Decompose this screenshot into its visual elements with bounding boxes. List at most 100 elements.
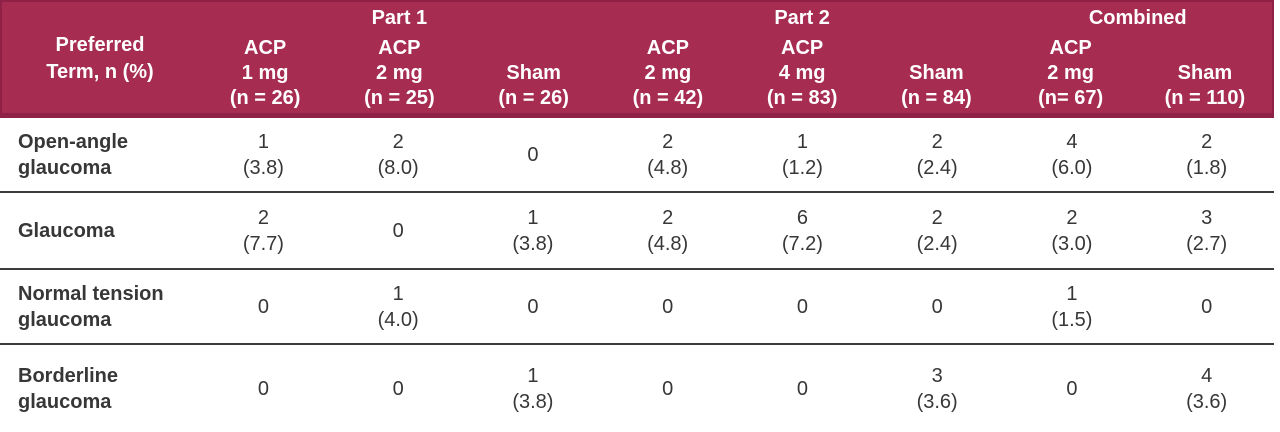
row-label: Glaucoma	[0, 193, 196, 268]
cell-count: 0	[1201, 295, 1213, 318]
column-header-acp-2mg-combined: ACP 2 mg (n= 67)	[1004, 36, 1138, 117]
column-header-line: 2 mg	[644, 62, 692, 84]
row-borderline-glaucoma: Borderline glaucoma 0 0 1 (3.8) 0 0 3 (3…	[0, 345, 1274, 432]
cell-count: 1	[257, 130, 269, 153]
row-label-line: Open-angle	[18, 130, 129, 153]
cell-count: 1	[527, 364, 539, 387]
cell-count: 4	[1066, 130, 1078, 153]
column-header-acp-4mg-part2: ACP 4 mg (n = 83)	[735, 36, 869, 117]
table-cell: 0	[466, 118, 601, 191]
table-cell: 0	[331, 193, 466, 268]
cell-count: 6	[796, 206, 808, 229]
corner-header-line: Preferred	[55, 33, 145, 56]
cell-count: 0	[1066, 377, 1078, 400]
cell-count: 3	[931, 364, 943, 387]
group-header-part-2: Part 2	[774, 7, 830, 29]
table-cell: 2 (2.4)	[870, 118, 1005, 191]
row-label-line: Normal tension	[18, 282, 164, 305]
cell-percent: (1.2)	[781, 156, 823, 179]
cell-percent: (4.8)	[647, 156, 689, 179]
cell-percent: (3.0)	[1051, 232, 1093, 255]
cell-count: 2	[662, 130, 674, 153]
column-header-line: (n = 83)	[766, 87, 838, 109]
cell-count: 1	[796, 130, 808, 153]
column-header-line: (n = 42)	[632, 87, 704, 109]
cell-percent: (6.0)	[1051, 156, 1093, 179]
column-header-line: (n = 26)	[229, 87, 301, 109]
column-header-line: 4 mg	[778, 62, 826, 84]
column-header-line: 1 mg	[241, 62, 289, 84]
table-cell: 0	[600, 270, 735, 343]
table-cell: 2 (4.8)	[600, 118, 735, 191]
cell-count: 4	[1201, 364, 1213, 387]
cell-count: 1	[527, 206, 539, 229]
table-cell: 2 (2.4)	[870, 193, 1005, 268]
cell-count: 0	[527, 295, 539, 318]
table-cell: 1 (4.0)	[331, 270, 466, 343]
cell-percent: (2.4)	[916, 156, 958, 179]
table-cell: 2 (7.7)	[196, 193, 331, 268]
column-header-line: ACP	[378, 37, 421, 59]
row-label-line: glaucoma	[18, 308, 112, 331]
cell-count: 0	[257, 377, 269, 400]
cell-percent: (8.0)	[377, 156, 419, 179]
cell-percent: (1.8)	[1186, 156, 1228, 179]
cell-count: 2	[662, 206, 674, 229]
column-header-line: 2 mg	[1047, 62, 1094, 84]
row-normal-tension-glaucoma: Normal tension glaucoma 0 1 (4.0) 0 0 0 …	[0, 270, 1274, 345]
column-header-line: (n = 110)	[1164, 87, 1246, 109]
row-label-line: glaucoma	[18, 156, 112, 179]
row-glaucoma: Glaucoma 2 (7.7) 0 1 (3.8) 2 (4.8) 6 (7.…	[0, 193, 1274, 270]
column-header-line: (n = 84)	[901, 87, 972, 109]
cell-count: 0	[662, 377, 674, 400]
table-cell: 4 (6.0)	[1005, 118, 1140, 191]
table-cell: 0	[466, 270, 601, 343]
column-header-line: (n = 25)	[364, 87, 435, 109]
column-header-sham-part1: Sham (n = 26)	[467, 36, 601, 117]
cell-count: 0	[392, 219, 404, 242]
column-header-line: ACP	[244, 37, 287, 59]
cell-count: 2	[931, 206, 943, 229]
group-header-part-1: Part 1	[371, 7, 428, 29]
table-cell: 1 (1.2)	[735, 118, 870, 191]
column-header-acp-2mg-part2: ACP 2 mg (n = 42)	[601, 36, 735, 117]
cell-percent: (1.5)	[1051, 308, 1093, 331]
cell-count: 0	[931, 295, 943, 318]
table-cell: 0	[331, 345, 466, 432]
cell-percent: (7.2)	[781, 232, 823, 255]
row-label-line: Glaucoma	[18, 219, 115, 242]
cell-count: 1	[1066, 282, 1078, 305]
table-cell: 3 (3.6)	[870, 345, 1005, 432]
table-cell: 1 (3.8)	[196, 118, 331, 191]
column-header-line: Sham	[1177, 62, 1233, 84]
table-cell: 3 (2.7)	[1139, 193, 1274, 268]
cell-count: 2	[257, 206, 269, 229]
cell-count: 0	[527, 143, 539, 166]
cell-count: 2	[1201, 130, 1213, 153]
cell-percent: (3.8)	[242, 156, 284, 179]
cell-percent: (2.4)	[916, 232, 958, 255]
cell-percent: (3.6)	[1186, 390, 1228, 413]
table-cell: 0	[196, 270, 331, 343]
row-open-angle-glaucoma: Open-angle glaucoma 1 (3.8) 2 (8.0) 0 2 …	[0, 118, 1274, 193]
cell-count: 1	[392, 282, 404, 305]
cell-percent: (3.8)	[512, 390, 554, 413]
table-cell: 2 (3.0)	[1005, 193, 1140, 268]
table-cell: 4 (3.6)	[1139, 345, 1274, 432]
row-label-line: glaucoma	[18, 390, 112, 413]
cell-count: 0	[257, 295, 269, 318]
table-cell: 6 (7.2)	[735, 193, 870, 268]
table-cell: 2 (4.8)	[600, 193, 735, 268]
column-header-line: Sham	[506, 62, 561, 84]
cell-count: 0	[796, 295, 808, 318]
cell-count: 0	[662, 295, 674, 318]
table-cell: 0	[735, 345, 870, 432]
cell-percent: (4.8)	[647, 232, 689, 255]
cell-percent: (2.7)	[1186, 232, 1228, 255]
column-header-line: Sham	[909, 62, 964, 84]
cell-percent: (7.7)	[242, 232, 284, 255]
column-header-line: ACP	[646, 37, 689, 59]
column-header-line: 2 mg	[376, 62, 423, 84]
column-header-acp-1mg: ACP 1 mg (n = 26)	[198, 36, 332, 117]
